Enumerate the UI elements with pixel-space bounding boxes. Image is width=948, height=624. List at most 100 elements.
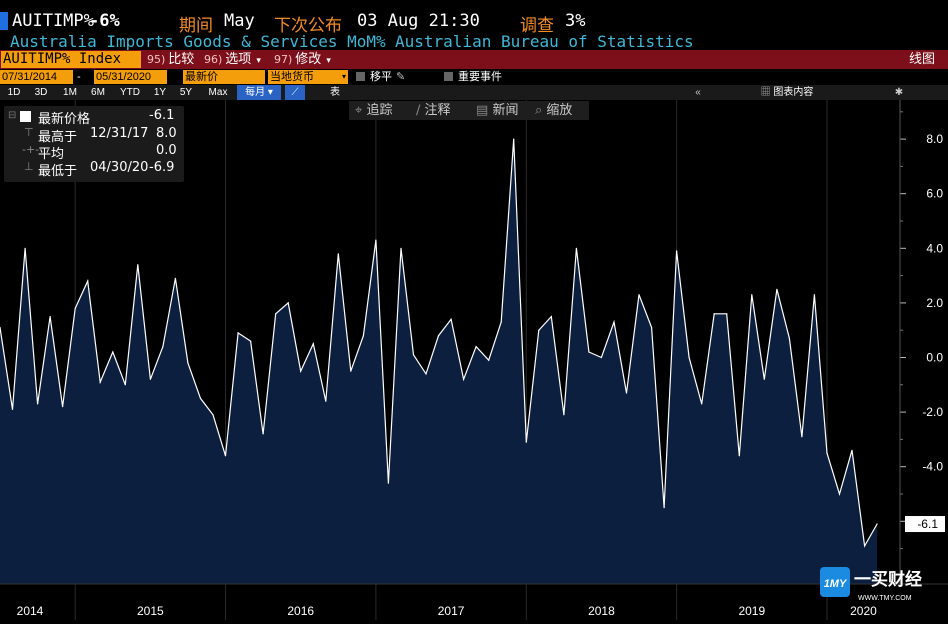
data-point bbox=[237, 332, 239, 334]
y-tick-label: 6.0 bbox=[926, 187, 943, 201]
range-ytd[interactable]: YTD bbox=[120, 87, 140, 98]
y-tick-label: 4.0 bbox=[926, 241, 943, 255]
move-avg-checkbox[interactable] bbox=[356, 72, 365, 81]
chevron-down-icon: ▾ bbox=[326, 56, 331, 66]
chart-area: 8.06.04.02.00.0-2.0-4.0-6.0-6.1201420152… bbox=[0, 100, 948, 620]
survey-label: 调查 bbox=[520, 16, 554, 36]
currency-select[interactable]: 当地货币 bbox=[268, 70, 340, 84]
chart-tools: ⌖ 追踪 ∕ 注释 ▤ 新闻 ⌕ 缩放 bbox=[349, 101, 589, 120]
gear-icon[interactable]: ✱ bbox=[894, 87, 904, 98]
legend-label-low: 最低于 bbox=[38, 164, 78, 179]
data-point bbox=[500, 321, 502, 323]
data-point bbox=[187, 362, 189, 364]
period-label: 期间 bbox=[179, 16, 213, 36]
collapse-icon[interactable]: « bbox=[695, 87, 701, 98]
news-tool[interactable]: ▤ 新闻 bbox=[476, 103, 519, 118]
date-range-bar: 07/31/2014 - 05/31/2020 最新价 当地货币 ▾ 移平 ✎ … bbox=[0, 69, 948, 85]
crosshair-icon: ⌖ bbox=[355, 103, 363, 118]
data-point bbox=[362, 335, 364, 337]
data-point bbox=[851, 449, 853, 451]
data-point bbox=[149, 378, 151, 380]
modify-button[interactable]: 97) 修改 ▾ bbox=[274, 52, 331, 67]
options-button[interactable]: 96) 选项 ▾ bbox=[204, 52, 261, 67]
chart-content-button[interactable]: ▦ 图表内容 bbox=[760, 87, 814, 98]
data-point bbox=[776, 288, 778, 290]
data-point bbox=[412, 354, 415, 356]
data-point bbox=[275, 313, 277, 315]
data-point bbox=[525, 441, 527, 443]
data-point bbox=[813, 294, 816, 296]
ticker-input[interactable]: AUITIMP% Index bbox=[1, 51, 141, 68]
next-release-label: 下次公布 bbox=[274, 16, 342, 36]
data-point bbox=[563, 414, 565, 416]
data-point bbox=[701, 403, 703, 405]
crosshair-tool[interactable]: ⌖ 追踪 bbox=[355, 103, 393, 118]
data-point bbox=[250, 340, 252, 342]
search-icon: ⌕ bbox=[535, 103, 543, 118]
events-label: 重要事件 bbox=[458, 71, 502, 83]
chart-svg[interactable]: 8.06.04.02.00.0-2.0-4.0-6.0-6.1201420152… bbox=[0, 100, 948, 620]
low-marker-icon: ⊥ bbox=[24, 160, 34, 173]
legend-label-avg: 平均 bbox=[38, 147, 65, 162]
range-3d[interactable]: 3D bbox=[34, 87, 48, 98]
data-point bbox=[864, 545, 866, 547]
compare-button[interactable]: 95) 比较 bbox=[147, 52, 195, 67]
events-checkbox[interactable] bbox=[444, 72, 453, 81]
high-marker-icon: ⊤ bbox=[24, 126, 34, 139]
data-point bbox=[663, 507, 665, 509]
data-point bbox=[300, 370, 302, 372]
range-max[interactable]: Max bbox=[208, 87, 228, 98]
data-point bbox=[24, 247, 26, 249]
chart-type-label[interactable]: 线图 bbox=[909, 52, 936, 67]
chevron-down-icon: ▾ bbox=[256, 56, 261, 66]
x-tick-label: 2020 bbox=[850, 604, 877, 618]
data-point bbox=[312, 343, 314, 345]
table-button[interactable]: 表 bbox=[330, 87, 340, 98]
data-point bbox=[137, 264, 139, 266]
data-point bbox=[62, 406, 64, 408]
x-tick-label: 2019 bbox=[738, 604, 765, 618]
data-point bbox=[87, 280, 89, 282]
avg-marker-icon: -+- bbox=[22, 143, 40, 156]
pencil-icon[interactable]: ✎ bbox=[396, 71, 406, 83]
data-point bbox=[751, 294, 753, 296]
start-date-input[interactable]: 07/31/2014 bbox=[0, 70, 73, 84]
period-value: May bbox=[224, 11, 255, 31]
data-point bbox=[763, 378, 765, 380]
field-select[interactable]: 最新价 bbox=[183, 70, 265, 84]
range-5y[interactable]: 5Y bbox=[179, 87, 193, 98]
last-value-tag bbox=[905, 516, 945, 533]
data-point bbox=[11, 408, 14, 410]
end-date-input[interactable]: 05/31/2020 bbox=[94, 70, 167, 84]
range-1d[interactable]: 1D bbox=[7, 87, 21, 98]
zoom-tool[interactable]: ⌕ 缩放 bbox=[535, 103, 573, 118]
range-1m[interactable]: 1M bbox=[63, 87, 77, 98]
x-tick-label: 2014 bbox=[17, 604, 44, 618]
x-tick-label: 2017 bbox=[438, 604, 465, 618]
annotate-tool[interactable]: ∕ 注释 bbox=[416, 103, 451, 118]
data-point bbox=[788, 337, 791, 339]
date-separator: - bbox=[77, 71, 81, 83]
news-icon: ▤ bbox=[476, 103, 489, 118]
range-6m[interactable]: 6M bbox=[91, 87, 105, 98]
data-point bbox=[575, 247, 578, 249]
data-point bbox=[651, 326, 653, 329]
data-point bbox=[162, 346, 164, 348]
last-value: -6% bbox=[89, 11, 120, 31]
data-point bbox=[826, 452, 828, 454]
data-point bbox=[212, 414, 214, 416]
chevron-down-icon[interactable]: ▾ bbox=[340, 70, 348, 84]
line-chart-icon[interactable]: ⟋ bbox=[285, 85, 305, 100]
y-tick-label: 8.0 bbox=[926, 132, 943, 146]
data-point bbox=[838, 493, 841, 495]
range-1y[interactable]: 1Y bbox=[153, 87, 167, 98]
ticker-label[interactable]: AUITIMP% bbox=[12, 11, 94, 31]
data-point bbox=[538, 329, 540, 331]
y-tick-label: 0.0 bbox=[926, 351, 943, 365]
range-selector: 1D 3D 1M 6M YTD 1Y 5Y Max 每月 ▾ ⟋ 表 « ▦ 图… bbox=[0, 85, 948, 100]
legend-swatch bbox=[20, 111, 31, 122]
frequency-select[interactable]: 每月 ▾ bbox=[237, 85, 281, 100]
data-point bbox=[337, 253, 339, 255]
data-point bbox=[801, 436, 803, 438]
watermark-url: WWW.TMY.COM bbox=[858, 595, 912, 602]
